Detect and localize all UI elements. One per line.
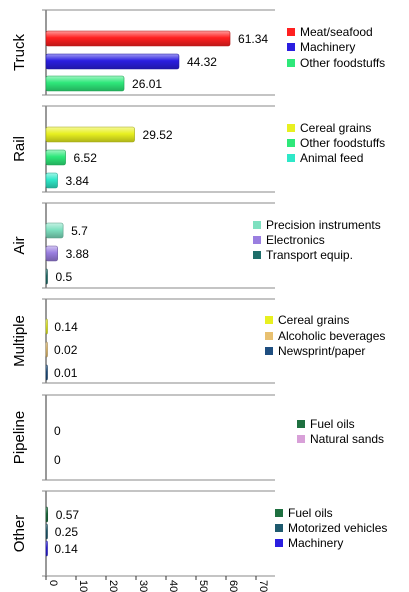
bar-value-label-air-1: 3.88 [66, 247, 90, 261]
bar-air-1 [45, 245, 58, 262]
legend-label-rail-1: Other foodstuffs [300, 136, 385, 150]
x-tick-label-6: 60 [227, 580, 239, 592]
x-tick-label-3: 30 [137, 580, 149, 592]
bar-value-label-pipeline-0: 0 [54, 424, 61, 438]
legend-swatch-truck-2 [287, 59, 295, 67]
legend-swatch-truck-1 [287, 43, 295, 51]
bar-value-label-rail-1: 6.52 [74, 151, 98, 165]
bar-multiple-1 [45, 341, 48, 358]
panel-label-rail: Rail [11, 136, 28, 162]
legend-label-truck-1: Machinery [300, 40, 355, 54]
legend-label-multiple-2: Newsprint/paper [278, 344, 365, 358]
bar-other-1 [45, 523, 48, 540]
legend-swatch-rail-2 [287, 154, 295, 162]
x-tick-label-2: 20 [107, 580, 119, 592]
panel-label-pipeline: Pipeline [11, 411, 28, 464]
legend-label-pipeline-1: Natural sands [310, 432, 384, 446]
x-tick-label-1: 10 [77, 580, 89, 592]
legend-swatch-pipeline-0 [297, 420, 305, 428]
x-tick-label-5: 50 [197, 580, 209, 592]
legend-label-other-1: Motorized vehicles [288, 521, 387, 535]
legend-label-other-2: Machinery [288, 536, 343, 550]
bar-truck-2 [45, 75, 125, 92]
x-tick-label-4: 40 [167, 580, 179, 592]
bar-multiple-2 [45, 364, 48, 381]
legend-swatch-air-2 [253, 251, 261, 259]
bar-rail-1 [45, 149, 66, 166]
x-tick-label-7: 70 [257, 580, 269, 592]
legend-label-other-0: Fuel oils [288, 506, 333, 520]
bar-other-2 [45, 540, 48, 557]
bar-value-label-other-2: 0.14 [54, 542, 78, 556]
legend-swatch-multiple-0 [265, 316, 273, 324]
bar-value-label-air-0: 5.7 [71, 224, 88, 238]
bar-value-label-truck-1: 44.32 [187, 55, 217, 69]
legend-label-air-1: Electronics [266, 233, 325, 247]
x-tick-label-0: 0 [47, 580, 59, 586]
bar-truck-1 [45, 53, 180, 70]
bar-value-label-multiple-1: 0.02 [54, 343, 78, 357]
legend-label-rail-2: Animal feed [300, 151, 363, 165]
legend-swatch-truck-0 [287, 28, 295, 36]
bar-air-0 [45, 222, 64, 239]
bar-multiple-0 [45, 318, 48, 335]
legend-swatch-other-2 [275, 539, 283, 547]
bar-value-label-multiple-2: 0.01 [54, 366, 78, 380]
legend-swatch-air-0 [253, 221, 261, 229]
bar-other-0 [45, 506, 49, 523]
panel-label-air: Air [11, 236, 28, 254]
legend-swatch-multiple-1 [265, 332, 273, 340]
legend-label-rail-0: Cereal grains [300, 121, 371, 135]
legend-swatch-rail-0 [287, 124, 295, 132]
panel-label-other: Other [11, 515, 28, 553]
panel-label-truck: Truck [11, 34, 28, 71]
legend-label-truck-2: Other foodstuffs [300, 56, 385, 70]
bar-rail-0 [45, 126, 135, 143]
legend-swatch-other-1 [275, 524, 283, 532]
bar-value-label-other-1: 0.25 [55, 525, 79, 539]
legend-swatch-other-0 [275, 509, 283, 517]
legend-label-multiple-1: Alcoholic beverages [278, 329, 385, 343]
legend-label-truck-0: Meat/seafood [300, 25, 373, 39]
bar-value-label-rail-2: 3.84 [66, 174, 90, 188]
legend-swatch-rail-1 [287, 139, 295, 147]
legend-label-pipeline-0: Fuel oils [310, 417, 355, 431]
legend-label-multiple-0: Cereal grains [278, 313, 349, 327]
bar-value-label-pipeline-1: 0 [54, 453, 61, 467]
bar-value-label-air-2: 0.5 [56, 270, 73, 284]
legend-swatch-air-1 [253, 236, 261, 244]
bar-value-label-rail-0: 29.52 [143, 128, 173, 142]
bar-value-label-truck-2: 26.01 [132, 77, 162, 91]
bar-value-label-other-0: 0.57 [56, 508, 80, 522]
legend-label-air-0: Precision instruments [266, 218, 381, 232]
bar-truck-0 [45, 30, 231, 47]
legend-swatch-pipeline-1 [297, 435, 305, 443]
bar-value-label-truck-0: 61.34 [238, 32, 268, 46]
bar-air-2 [45, 268, 48, 285]
bar-rail-2 [45, 172, 58, 189]
legend-swatch-multiple-2 [265, 347, 273, 355]
bar-value-label-multiple-0: 0.14 [54, 320, 78, 334]
panel-label-multiple: Multiple [11, 315, 28, 367]
legend-label-air-2: Transport equip. [266, 248, 353, 262]
